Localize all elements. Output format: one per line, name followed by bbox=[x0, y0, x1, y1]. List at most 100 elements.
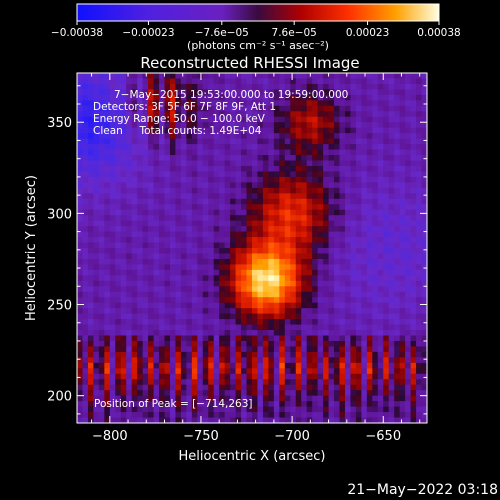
heatmap-cell bbox=[295, 275, 302, 282]
heatmap-cell bbox=[377, 204, 384, 211]
heatmap-cell bbox=[77, 171, 83, 178]
heatmap-cell bbox=[202, 324, 209, 331]
heatmap-cell bbox=[421, 346, 427, 353]
heatmap-cell bbox=[339, 253, 346, 260]
heatmap-cell bbox=[142, 83, 149, 90]
heatmap-cell bbox=[126, 401, 133, 407]
heatmap-cell bbox=[262, 346, 269, 353]
heatmap-cell bbox=[115, 379, 122, 386]
heatmap-cell bbox=[213, 100, 220, 107]
heatmap-cell bbox=[241, 171, 247, 178]
heatmap-cell bbox=[383, 308, 390, 315]
heatmap-cell bbox=[295, 373, 302, 380]
heatmap-cell bbox=[159, 412, 165, 418]
heatmap-cell bbox=[334, 368, 340, 375]
heatmap-cell bbox=[377, 253, 384, 260]
heatmap-cell bbox=[377, 73, 384, 79]
heatmap-cell bbox=[355, 412, 362, 418]
heatmap-cell bbox=[77, 302, 83, 309]
heatmap-cell bbox=[421, 286, 427, 293]
heatmap-cell bbox=[279, 209, 286, 216]
heatmap-cell bbox=[153, 133, 160, 140]
heatmap-cell bbox=[115, 138, 122, 145]
heatmap-cell bbox=[372, 73, 379, 79]
heatmap-cell bbox=[394, 116, 401, 123]
heatmap-cell bbox=[290, 220, 297, 227]
heatmap-cell bbox=[131, 237, 138, 243]
heatmap-cell bbox=[109, 412, 116, 418]
heatmap-cell bbox=[98, 319, 105, 325]
heatmap-cell bbox=[213, 226, 220, 232]
heatmap-cell bbox=[279, 89, 286, 96]
heatmap-cell bbox=[208, 226, 215, 232]
heatmap-cell bbox=[137, 122, 144, 129]
heatmap-cell bbox=[317, 395, 324, 402]
heatmap-cell bbox=[197, 220, 204, 227]
heatmap-cell bbox=[350, 105, 357, 112]
heatmap-cell bbox=[339, 127, 346, 134]
heatmap-cell bbox=[355, 368, 362, 375]
colorbar-ticks: −0.00038 −0.00023 −7.6e−05 7.6e−05 0.00023 0.… bbox=[51, 21, 461, 39]
heatmap-cell bbox=[312, 390, 319, 397]
heatmap-cell bbox=[290, 193, 297, 200]
heatmap-cell bbox=[355, 395, 362, 402]
heatmap-cell bbox=[268, 324, 275, 331]
heatmap-cell bbox=[410, 176, 417, 183]
heatmap-cell bbox=[273, 165, 280, 172]
heatmap-cell bbox=[224, 231, 231, 238]
heatmap-cell bbox=[213, 286, 220, 293]
heatmap-cell bbox=[131, 144, 138, 150]
heatmap-cell bbox=[388, 346, 395, 353]
heatmap-cell bbox=[164, 209, 171, 216]
heatmap-cell bbox=[186, 248, 193, 254]
heatmap-cell bbox=[410, 269, 417, 276]
heatmap-cell bbox=[191, 231, 198, 238]
heatmap-cell bbox=[241, 330, 247, 336]
heatmap-cell bbox=[290, 204, 297, 211]
heatmap-cell bbox=[323, 176, 329, 183]
heatmap-cell bbox=[268, 231, 275, 238]
heatmap-cell bbox=[290, 308, 297, 315]
heatmap-cell bbox=[394, 379, 401, 386]
heatmap-cell bbox=[328, 127, 335, 134]
heatmap-cell bbox=[421, 302, 427, 309]
heatmap-cell bbox=[252, 171, 258, 178]
heatmap-cell bbox=[306, 280, 313, 287]
heatmap-cell bbox=[224, 204, 231, 211]
heatmap-cell bbox=[120, 379, 127, 386]
heatmap-cell bbox=[344, 187, 351, 194]
heatmap-cell bbox=[241, 220, 247, 227]
heatmap-cell bbox=[137, 340, 144, 347]
heatmap-cell bbox=[82, 395, 89, 402]
heatmap-cell bbox=[219, 351, 226, 358]
heatmap-cell bbox=[241, 155, 247, 161]
heatmap-cell bbox=[405, 308, 411, 315]
heatmap-cell bbox=[350, 226, 357, 232]
heatmap-cell bbox=[109, 297, 116, 304]
heatmap-cell bbox=[153, 253, 160, 260]
heatmap-cell bbox=[186, 258, 193, 265]
heatmap-cell bbox=[394, 182, 401, 189]
heatmap-cell bbox=[120, 83, 127, 90]
heatmap-cell bbox=[219, 226, 226, 232]
heatmap-cell bbox=[202, 149, 209, 156]
heatmap-cell bbox=[142, 133, 149, 140]
heatmap-cell bbox=[213, 280, 220, 287]
heatmap-cell bbox=[153, 215, 160, 222]
heatmap-cell bbox=[257, 226, 264, 232]
heatmap-cell bbox=[142, 231, 149, 238]
heatmap-cell bbox=[312, 248, 319, 254]
heatmap-cell bbox=[284, 94, 291, 101]
heatmap-cell bbox=[317, 198, 324, 205]
heatmap-cell bbox=[120, 269, 127, 276]
heatmap-cell bbox=[306, 308, 313, 315]
heatmap-cell bbox=[197, 264, 204, 271]
heatmap-cell bbox=[279, 116, 286, 123]
heatmap-cell bbox=[361, 286, 368, 293]
heatmap-cell bbox=[159, 165, 165, 172]
heatmap-cell bbox=[339, 105, 346, 112]
heatmap-cell bbox=[241, 324, 247, 331]
heatmap-cell bbox=[284, 253, 291, 260]
heatmap-cell bbox=[273, 94, 280, 101]
heatmap-cell bbox=[344, 286, 351, 293]
